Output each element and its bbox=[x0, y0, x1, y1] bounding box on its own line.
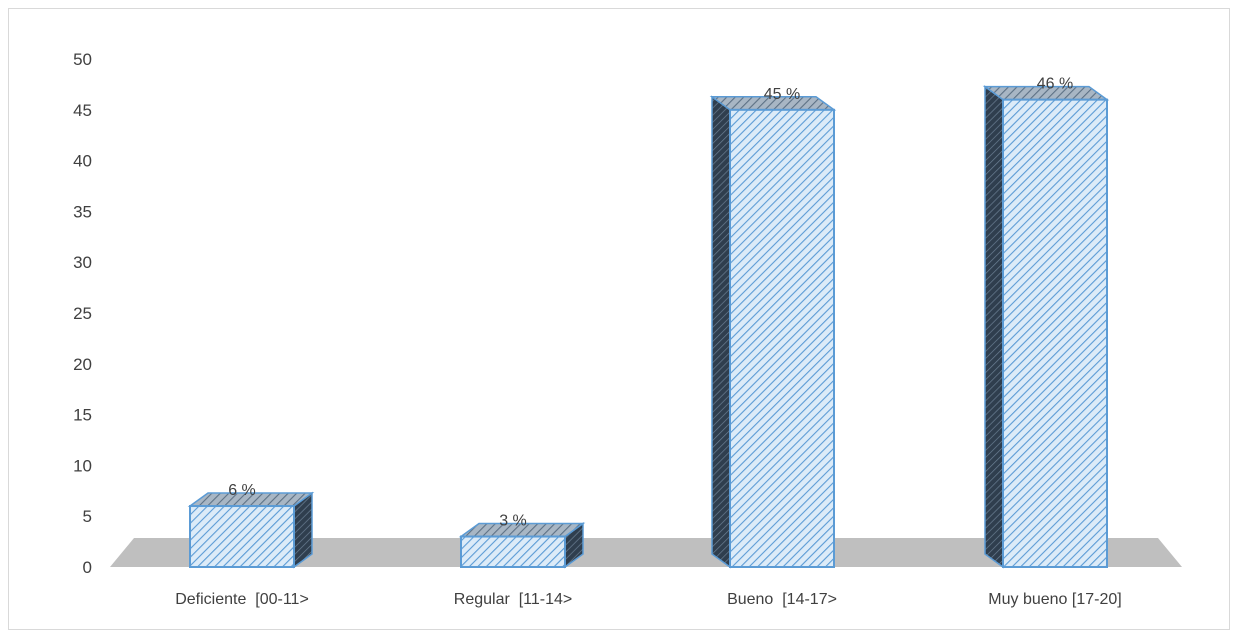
category-label: Muy bueno [17-20] bbox=[988, 591, 1121, 608]
category-label: Regular [11-14> bbox=[454, 591, 572, 608]
bar-front bbox=[1002, 98, 1108, 568]
bar-side bbox=[984, 85, 1004, 569]
bar-front bbox=[460, 535, 566, 569]
data-label: 6 % bbox=[228, 482, 256, 499]
y-tick-label: 30 bbox=[73, 253, 92, 272]
data-label: 45 % bbox=[764, 86, 800, 103]
chart-floor bbox=[110, 538, 1182, 567]
y-tick-label: 0 bbox=[83, 558, 92, 577]
y-tick-label: 10 bbox=[73, 456, 92, 475]
y-tick-label: 20 bbox=[73, 355, 92, 374]
category-label: Bueno [14-17> bbox=[727, 591, 837, 608]
y-tick-label: 35 bbox=[73, 202, 92, 221]
y-tick-label: 5 bbox=[83, 507, 92, 526]
y-tick-label: 25 bbox=[73, 304, 92, 323]
y-tick-label: 40 bbox=[73, 152, 92, 171]
y-tick-label: 15 bbox=[73, 406, 92, 425]
category-label: Deficiente [00-11> bbox=[175, 591, 309, 608]
y-tick-label: 45 bbox=[73, 101, 92, 120]
bar-side bbox=[711, 95, 731, 569]
bar-front bbox=[729, 108, 835, 569]
bar-2 bbox=[458, 522, 586, 569]
bar-3 bbox=[709, 95, 837, 569]
bar-4 bbox=[982, 85, 1110, 569]
data-label: 46 % bbox=[1037, 76, 1073, 93]
y-tick-label: 50 bbox=[73, 50, 92, 69]
bar-front bbox=[189, 505, 295, 569]
bar-1 bbox=[187, 491, 315, 569]
data-label: 3 % bbox=[499, 513, 527, 530]
